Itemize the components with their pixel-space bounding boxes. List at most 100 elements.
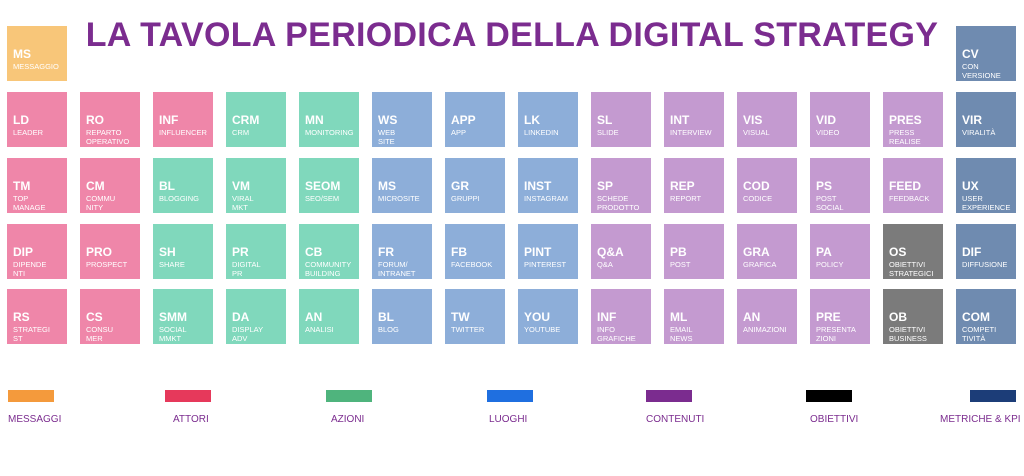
element-tile: DIP DIPENDE NTI <box>7 224 67 279</box>
legend-label: OBIETTIVI <box>810 414 859 425</box>
element-symbol: CV <box>962 47 979 61</box>
element-tile: PR DIGITAL PR <box>226 224 286 279</box>
element-symbol: PRE <box>816 310 841 324</box>
page-title: LA TAVOLA PERIODICA DELLA DIGITAL STRATE… <box>85 16 939 54</box>
element-name: SCHEDE PRODOTTO <box>597 194 640 212</box>
element-name: MONITORING <box>305 128 354 137</box>
legend-swatch <box>970 390 1016 402</box>
element-name: REPARTO OPERATIVO <box>86 128 130 146</box>
element-symbol: SMM <box>159 310 187 324</box>
element-name: LINKEDIN <box>524 128 559 137</box>
element-symbol: VIR <box>962 113 983 127</box>
element-name: DIPENDE NTI <box>13 260 47 278</box>
element-tile: LD LEADER <box>7 92 67 147</box>
element-symbol: PRO <box>86 245 113 259</box>
element-tile: SH SHARE <box>153 224 213 279</box>
element-symbol: CS <box>86 310 103 324</box>
element-symbol: BL <box>378 310 394 324</box>
element-symbol: PRES <box>889 113 922 127</box>
element-tile: GR GRUPPI <box>445 158 505 213</box>
element-name: POST <box>670 260 691 269</box>
element-tile: MN MONITORING <box>299 92 359 147</box>
element-name: INTERVIEW <box>670 128 712 137</box>
element-name: SOCIAL MMKT <box>159 325 187 343</box>
element-name: GRUPPI <box>451 194 480 203</box>
element-tile: GRA GRAFICA <box>737 224 797 279</box>
element-tile: INF INFLUENCER <box>153 92 213 147</box>
element-tile: COD CODICE <box>737 158 797 213</box>
element-symbol: VIS <box>743 113 763 127</box>
element-name: LEADER <box>13 128 44 137</box>
element-symbol: COM <box>962 310 990 324</box>
element-symbol: INT <box>670 113 690 127</box>
element-tile: FR FORUM/ INTRANET <box>372 224 432 279</box>
element-tile: PS POST SOCIAL <box>810 158 870 213</box>
element-symbol: CM <box>86 179 105 193</box>
element-tile: SMM SOCIAL MMKT <box>153 289 213 344</box>
element-tile: APP APP <box>445 92 505 147</box>
element-symbol: VM <box>232 179 250 193</box>
element-tile: LK LINKEDIN <box>518 92 578 147</box>
element-tile: SP SCHEDE PRODOTTO <box>591 158 651 213</box>
element-symbol: PINT <box>524 245 552 259</box>
element-symbol: BL <box>159 179 175 193</box>
element-symbol: MN <box>305 113 324 127</box>
element-name: INSTAGRAM <box>524 194 569 203</box>
element-symbol: CRM <box>232 113 260 127</box>
element-name: COMMUNITY BUILDING <box>305 260 352 278</box>
legend-label: CONTENUTI <box>646 414 705 425</box>
element-symbol: INST <box>524 179 552 193</box>
legend-label: LUOGHI <box>489 414 528 425</box>
element-symbol: PR <box>232 245 249 259</box>
element-tile: CM COMMU NITY <box>80 158 140 213</box>
element-tile: PRO PROSPECT <box>80 224 140 279</box>
element-name: YOUTUBE <box>524 325 561 334</box>
element-name: CODICE <box>743 194 773 203</box>
element-name: SHARE <box>159 260 185 269</box>
element-tile: DA DISPLAY ADV <box>226 289 286 344</box>
legend-swatch <box>165 390 211 402</box>
element-name: POLICY <box>816 260 844 269</box>
element-name: DISPLAY ADV <box>232 325 264 343</box>
element-name: BLOGGING <box>159 194 200 203</box>
element-symbol: DA <box>232 310 250 324</box>
element-name: FACEBOOK <box>451 260 493 269</box>
element-symbol: PB <box>670 245 687 259</box>
element-name: PROSPECT <box>86 260 128 269</box>
legend-swatch <box>806 390 852 402</box>
element-symbol: SH <box>159 245 176 259</box>
element-symbol: SP <box>597 179 614 193</box>
element-tile: CB COMMUNITY BUILDING <box>299 224 359 279</box>
element-symbol: GR <box>451 179 469 193</box>
element-symbol: APP <box>451 113 476 127</box>
element-name: MICROSITE <box>378 194 420 203</box>
element-tile: CS CONSU MER <box>80 289 140 344</box>
element-symbol: PA <box>816 245 832 259</box>
element-tile: PRE PRESENTA ZIONI <box>810 289 870 344</box>
element-symbol: FR <box>378 245 394 259</box>
element-tile: CV CON VERSIONE <box>956 26 1016 81</box>
element-name: COMMU NITY <box>86 194 116 212</box>
element-name: FEEDBACK <box>889 194 930 203</box>
element-symbol: WS <box>378 113 398 127</box>
element-tile: INF INFO GRAFICHE <box>591 289 651 344</box>
element-tile: VIS VISUAL <box>737 92 797 147</box>
element-tile: PA POLICY <box>810 224 870 279</box>
element-tile: FB FACEBOOK <box>445 224 505 279</box>
element-symbol: LD <box>13 113 29 127</box>
legend-label: AZIONI <box>331 414 365 425</box>
element-name: CON VERSIONE <box>962 62 1001 80</box>
element-tile: VM VIRAL MKT <box>226 158 286 213</box>
element-tile: MS MESSAGGIO <box>7 26 67 81</box>
element-tile: AN ANALISI <box>299 289 359 344</box>
element-name: POST SOCIAL <box>816 194 844 212</box>
element-name: ANALISI <box>305 325 334 334</box>
element-name: USER EXPERIENCE <box>962 194 1011 212</box>
element-tile: PRES PRESS REALISE <box>883 92 943 147</box>
element-symbol: LK <box>524 113 540 127</box>
element-symbol: REP <box>670 179 695 193</box>
element-symbol: MS <box>378 179 396 193</box>
legend-swatch <box>326 390 372 402</box>
element-name: VIRAL MKT <box>232 194 254 212</box>
element-symbol: MS <box>13 47 31 61</box>
